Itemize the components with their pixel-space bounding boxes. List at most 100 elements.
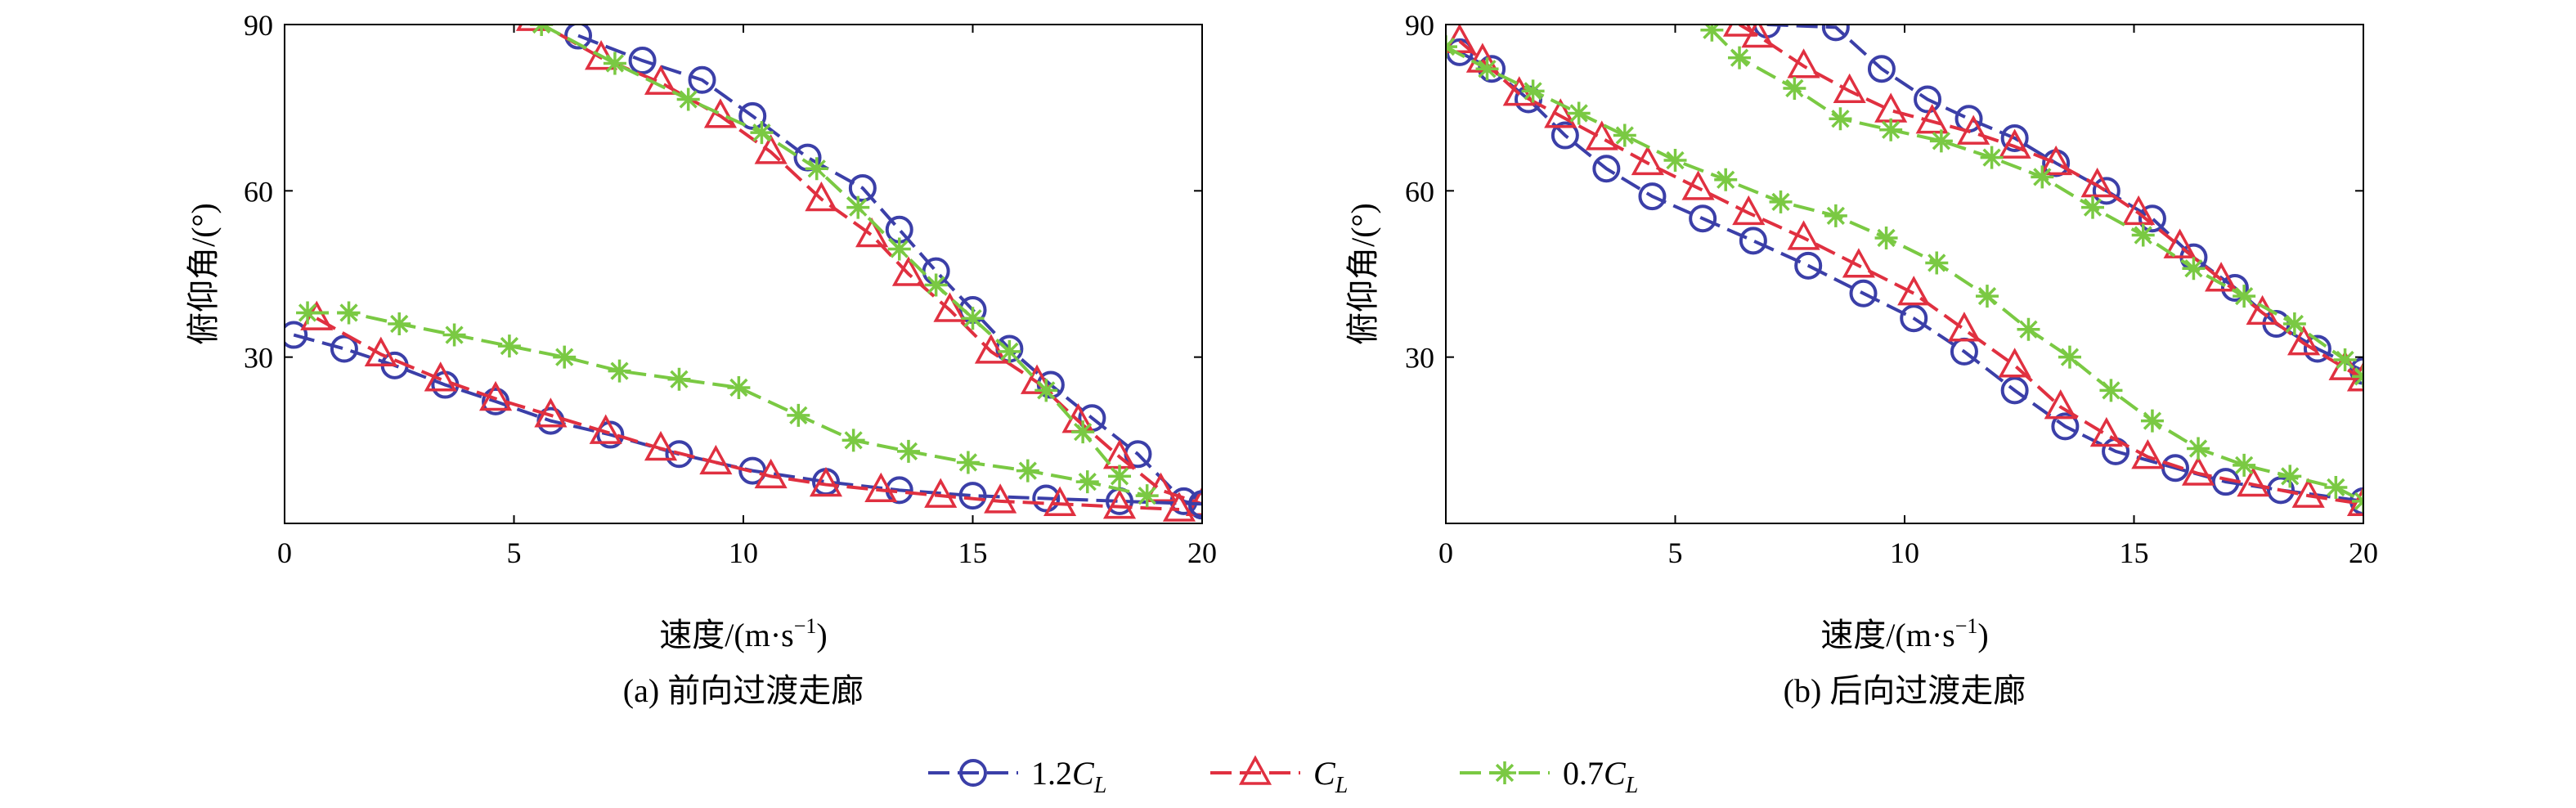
data-point-1-2cl-upper bbox=[2000, 123, 2029, 152]
data-point-1-2cl-lower bbox=[1551, 121, 1579, 150]
legend-label-subscript: L bbox=[1335, 773, 1349, 798]
data-point-1-2cl-upper bbox=[564, 25, 593, 50]
data-point-1-2cl-lower bbox=[1638, 182, 1667, 211]
data-point-cl-lower bbox=[1465, 43, 1499, 73]
data-point-cl-upper bbox=[2080, 167, 2114, 198]
x-tick-label: 10 bbox=[1890, 536, 1919, 569]
data-point-0-7cl-lower bbox=[442, 323, 466, 347]
series-line-0-7cl-upper bbox=[541, 25, 1121, 478]
data-point-0-7cl-lower bbox=[2058, 345, 2081, 369]
x-tick-label: 15 bbox=[2120, 536, 2149, 569]
legend-item-cl: CL bbox=[1210, 755, 1348, 798]
x-axis-title-main: 速度/(m·s bbox=[659, 617, 793, 653]
x-tick-label: 5 bbox=[507, 536, 522, 569]
data-point-0-7cl-upper bbox=[2131, 223, 2155, 247]
data-point-cl-lower bbox=[478, 380, 513, 411]
data-point-1-2cl-lower bbox=[958, 482, 987, 510]
data-point-cl-upper bbox=[933, 292, 967, 322]
data-point-1-2cl-lower bbox=[1032, 484, 1061, 513]
panel-caption: (a) 前向过渡走廊 bbox=[623, 672, 864, 709]
data-point-0-7cl-upper bbox=[603, 52, 626, 75]
data-point-0-7cl-lower bbox=[388, 312, 411, 335]
data-point-0-7cl-lower bbox=[2278, 465, 2302, 488]
x-axis-title-sup: −1 bbox=[1955, 614, 1978, 638]
data-point-1-2cl-upper bbox=[2303, 334, 2331, 363]
legend-label-symbol: C bbox=[1072, 755, 1095, 792]
data-point-cl-lower bbox=[534, 397, 568, 428]
x-axis-title-sup: −1 bbox=[794, 614, 817, 638]
y-tick-label: 60 bbox=[1405, 175, 1434, 208]
data-point-1-2cl-lower bbox=[330, 334, 358, 363]
data-point-cl-upper bbox=[1957, 114, 1990, 145]
data-point-cl-lower bbox=[1102, 489, 1137, 519]
data-point-0-7cl-upper bbox=[1783, 76, 1806, 100]
series-line-cl-upper bbox=[1739, 25, 2363, 381]
data-point-cl-upper bbox=[1833, 73, 1866, 104]
data-point-0-7cl-lower bbox=[727, 375, 751, 399]
data-point-0-7cl-lower bbox=[1663, 149, 1687, 173]
data-point-1-2cl-lower bbox=[1739, 227, 1767, 255]
data-point-0-7cl-upper bbox=[1071, 420, 1095, 444]
data-point-1-2cl-lower bbox=[665, 440, 693, 469]
data-point-cl-lower bbox=[2044, 389, 2077, 420]
data-point-cl-lower bbox=[424, 361, 457, 392]
data-point-cl-upper bbox=[515, 25, 550, 31]
data-point-0-7cl-upper bbox=[1980, 146, 2004, 169]
x-axis-title-end: ) bbox=[1977, 617, 1988, 653]
data-point-1-2cl-lower bbox=[596, 420, 625, 449]
data-point-0-7cl-lower bbox=[337, 301, 361, 325]
data-point-0-7cl-lower bbox=[1975, 285, 1999, 308]
x-tick-label: 15 bbox=[958, 536, 988, 569]
x-axis-title: 速度/(m·s−1) bbox=[659, 614, 827, 653]
data-point-0-7cl-lower bbox=[1613, 123, 1636, 147]
data-point-cl-lower bbox=[1732, 195, 1766, 226]
data-point-cl-lower bbox=[2291, 478, 2325, 508]
data-point-1-2cl-lower bbox=[1794, 251, 1823, 280]
data-point-cl-lower bbox=[364, 336, 397, 366]
data-point-0-7cl-lower bbox=[1016, 459, 1039, 483]
data-point-cl-upper bbox=[2205, 262, 2238, 292]
data-point-0-7cl-upper bbox=[1728, 46, 1752, 70]
data-point-0-7cl-lower bbox=[1475, 57, 1499, 81]
data-point-0-7cl-lower bbox=[2233, 453, 2256, 477]
data-point-cl-lower bbox=[1162, 492, 1196, 522]
data-point-0-7cl-upper bbox=[846, 195, 870, 219]
data-point-1-2cl-upper bbox=[2220, 273, 2249, 302]
data-point-cl-upper bbox=[1915, 103, 1949, 134]
x-axis-title-end: ) bbox=[816, 617, 827, 653]
x-tick-label: 0 bbox=[277, 536, 292, 569]
data-point-1-2cl-lower bbox=[1689, 204, 1717, 233]
data-point-cl-lower bbox=[1681, 170, 1715, 200]
data-point-cl-lower bbox=[2237, 466, 2270, 497]
data-point-1-2cl-upper bbox=[1914, 85, 1942, 114]
data-point-cl-upper bbox=[2122, 195, 2156, 226]
data-point-1-2cl-upper bbox=[738, 101, 767, 130]
data-point-cl-upper bbox=[1741, 25, 1775, 48]
axis-ticks: 0 5 10 15 20 30 60 90 bbox=[1405, 9, 2378, 569]
data-point-0-7cl-lower bbox=[1075, 470, 1099, 494]
data-point-0-7cl-upper bbox=[1108, 465, 1132, 488]
data-point-0-7cl-upper bbox=[750, 121, 774, 145]
data-point-cl-upper bbox=[1185, 486, 1202, 516]
data-point-0-7cl-lower bbox=[2099, 379, 2123, 402]
data-point-0-7cl-upper bbox=[2233, 285, 2256, 308]
data-point-0-7cl-upper bbox=[1829, 107, 1852, 131]
data-point-1-2cl-upper bbox=[1867, 55, 1896, 83]
legend-label-symbol: C bbox=[1604, 755, 1627, 792]
data-point-cl-lower bbox=[589, 414, 622, 444]
legend: 1.2CL CL 0.7CL bbox=[928, 755, 1638, 798]
legend-label: 0.7CL bbox=[1563, 755, 1638, 798]
data-point-cl-lower bbox=[924, 478, 958, 508]
data-point-0-7cl-lower bbox=[1567, 101, 1591, 125]
legend-marker-triangle bbox=[1238, 755, 1272, 785]
data-point-0-7cl-lower bbox=[1769, 190, 1793, 213]
data-point-0-7cl-lower bbox=[1521, 79, 1545, 103]
data-point-0-7cl-upper bbox=[887, 237, 911, 261]
data-point-1-2cl-upper bbox=[628, 47, 657, 75]
data-point-1-2cl-lower bbox=[1188, 490, 1202, 518]
data-point-1-2cl-lower bbox=[1900, 304, 1928, 333]
plot-frame bbox=[284, 24, 1203, 524]
data-point-0-7cl-upper bbox=[1929, 129, 1953, 153]
data-point-cl-lower bbox=[2181, 456, 2215, 486]
